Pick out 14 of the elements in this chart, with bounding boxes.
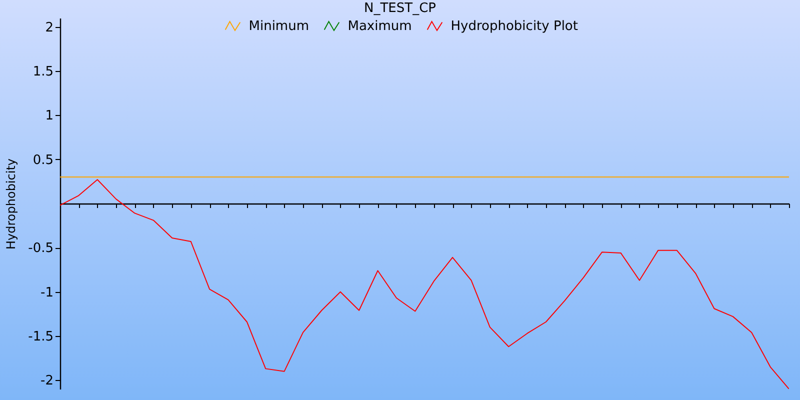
y-axis-title: Hydrophobicity xyxy=(4,158,18,250)
y-tick-label: 0.5 xyxy=(32,152,54,168)
legend-label: Minimum xyxy=(248,19,310,34)
y-tick-label: -1 xyxy=(40,285,54,300)
chart-title: N_TEST_CP xyxy=(364,1,436,16)
line-series xyxy=(60,179,789,389)
y-tick-label: 1 xyxy=(45,108,54,124)
y-tick-label: -0.5 xyxy=(28,241,54,256)
legend-label: Hydrophobicity Plot xyxy=(450,19,578,34)
legend-label: Maximum xyxy=(348,19,412,34)
y-tick-label: -2 xyxy=(40,374,54,389)
y-tick-label: 1.5 xyxy=(32,64,54,80)
y-tick-label: -1.5 xyxy=(28,330,54,344)
y-tick-label: 2 xyxy=(45,20,54,36)
